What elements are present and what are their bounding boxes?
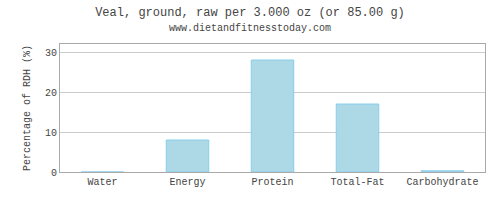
svg-text:Carbohydrate: Carbohydrate xyxy=(406,177,478,188)
svg-text:Percentage of RDH (%): Percentage of RDH (%) xyxy=(22,45,33,171)
svg-text:30: 30 xyxy=(45,48,57,59)
svg-text:Energy: Energy xyxy=(169,177,205,188)
svg-text:10: 10 xyxy=(45,128,57,139)
svg-text:Total-Fat: Total-Fat xyxy=(330,177,384,188)
svg-text:20: 20 xyxy=(45,88,57,99)
svg-text:Water: Water xyxy=(87,177,117,188)
svg-text:Veal, ground, raw per 3.000 oz: Veal, ground, raw per 3.000 oz (or 85.00… xyxy=(95,6,405,35)
svg-text:Protein: Protein xyxy=(251,177,293,188)
svg-text:0: 0 xyxy=(51,168,57,179)
